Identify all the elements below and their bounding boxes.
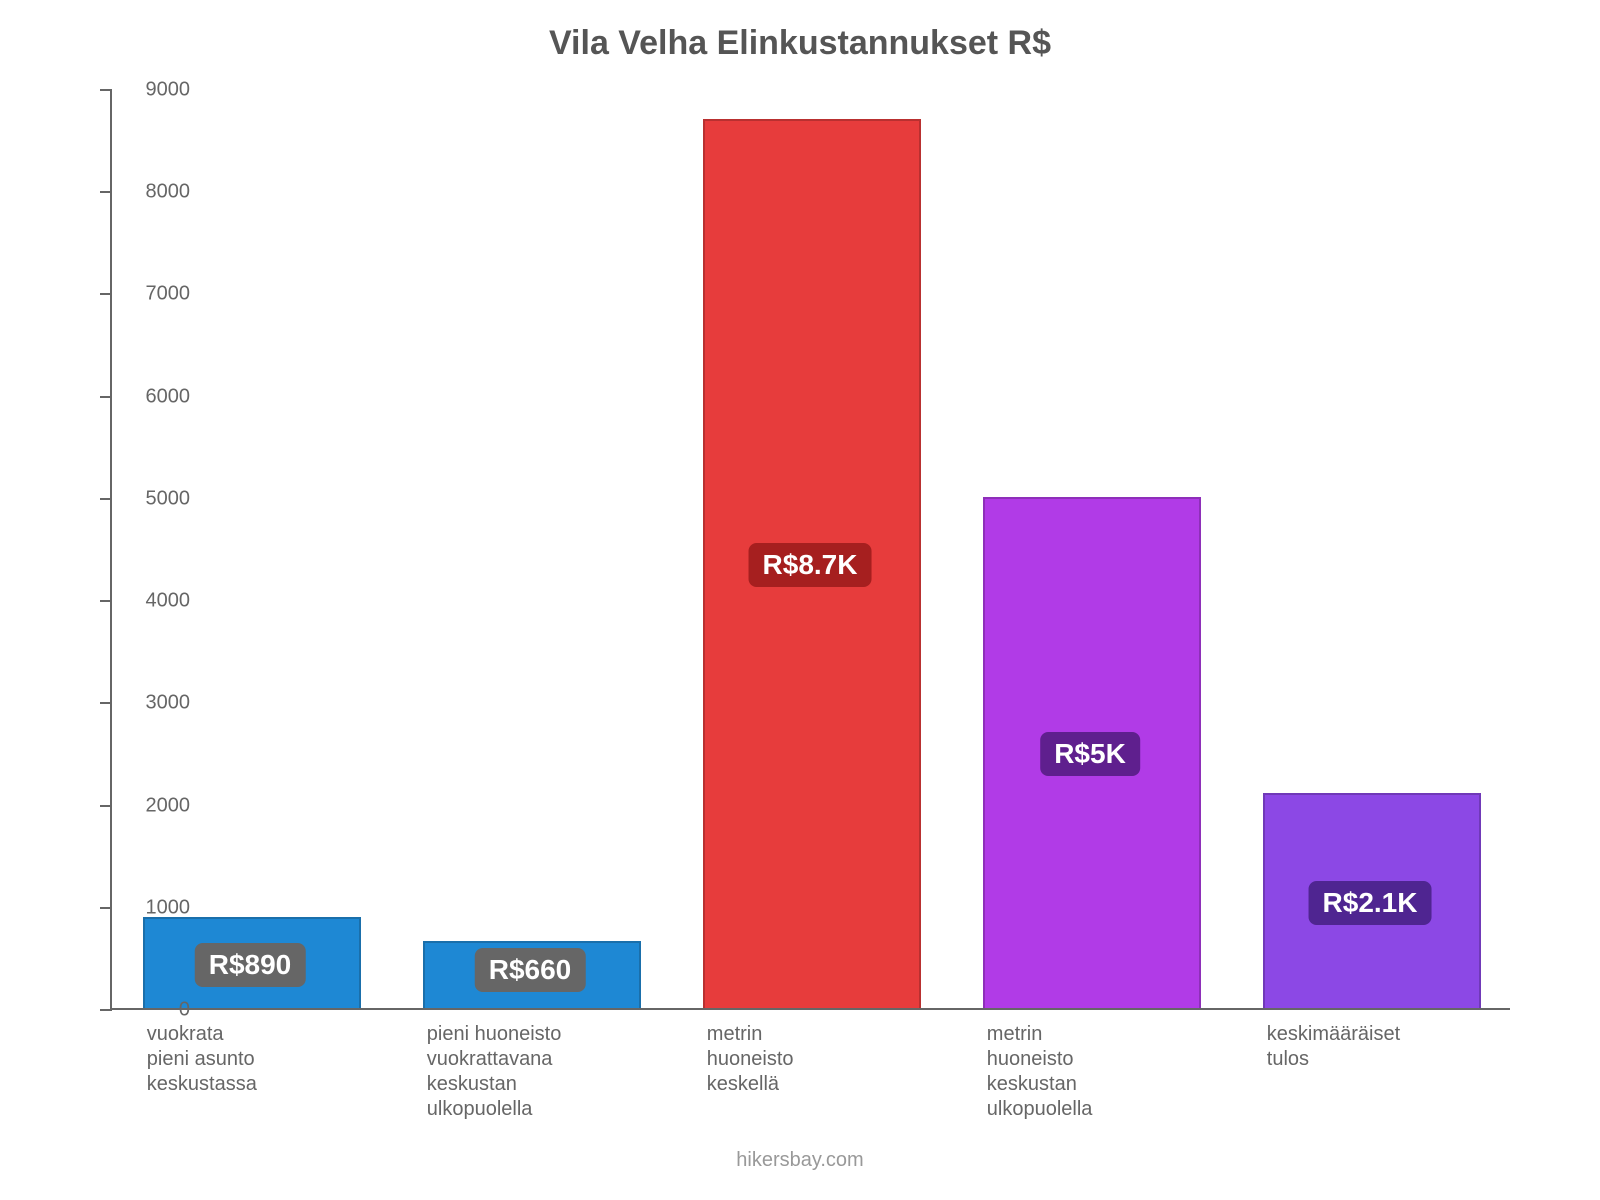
y-axis-label: 2000: [110, 794, 190, 817]
x-axis-category-label: metrin huoneisto keskustan ulkopuolella: [987, 1022, 1093, 1122]
bar-value-label: R$890: [195, 943, 306, 987]
bar-value-label: R$8.7K: [749, 543, 872, 587]
y-axis-label: 8000: [110, 181, 190, 204]
y-axis-label: 9000: [110, 79, 190, 102]
x-axis-category-label: metrin huoneisto keskellä: [707, 1022, 794, 1097]
y-axis-label: 4000: [110, 590, 190, 613]
y-axis-label: 5000: [110, 487, 190, 510]
x-axis-category-label: pieni huoneisto vuokrattavana keskustan …: [427, 1022, 562, 1122]
y-axis-label: 7000: [110, 283, 190, 306]
y-axis-label: 1000: [110, 896, 190, 919]
y-axis-label: 0: [110, 999, 190, 1022]
bar-value-label: R$660: [475, 948, 586, 992]
bar-value-label: R$5K: [1040, 732, 1140, 776]
chart-title: Vila Velha Elinkustannukset R$: [0, 24, 1600, 63]
x-axis-category-label: vuokrata pieni asunto keskustassa: [147, 1022, 257, 1097]
y-axis-label: 3000: [110, 692, 190, 715]
y-axis-label: 6000: [110, 385, 190, 408]
bar-value-label: R$2.1K: [1309, 881, 1432, 925]
chart-container: Vila Velha Elinkustannukset R$ hikersbay…: [0, 0, 1600, 1200]
x-axis-category-label: keskimääräiset tulos: [1267, 1022, 1400, 1072]
attribution-text: hikersbay.com: [0, 1149, 1600, 1172]
